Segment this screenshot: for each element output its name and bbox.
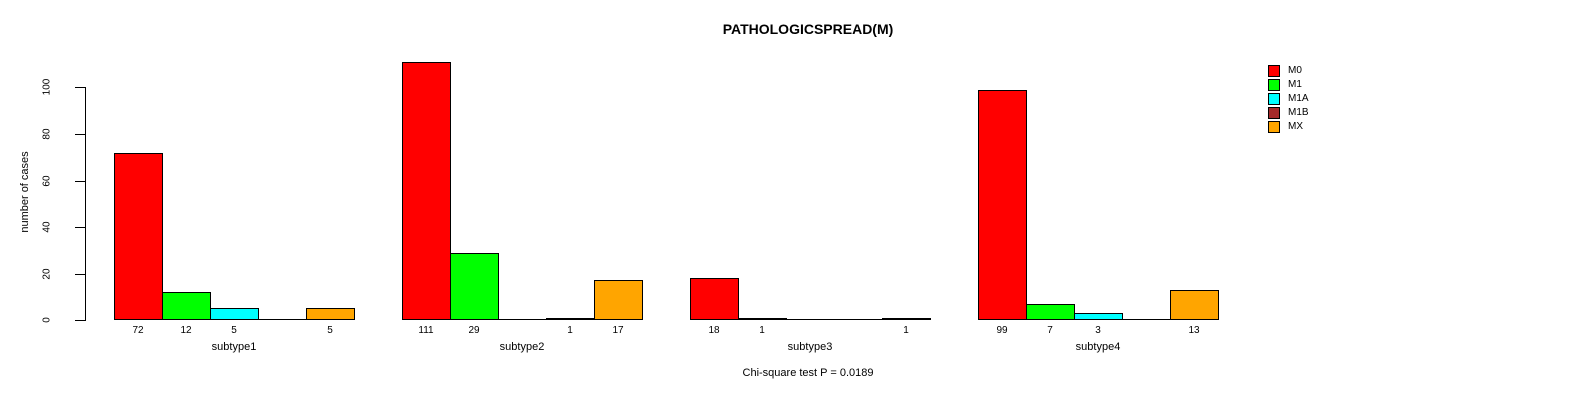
chi-square-annotation: Chi-square test P = 0.0189: [742, 367, 874, 379]
bar-m1-subtype4: [1026, 304, 1075, 320]
bar-value-label: 1: [759, 325, 765, 336]
legend-label-m0: M0: [1288, 65, 1302, 76]
zero-bar-m1a-subtype3: [786, 319, 835, 320]
chart-title: PATHOLOGICSPREAD(M): [722, 21, 894, 37]
zero-bar-m1b-subtype3: [834, 319, 883, 320]
bar-value-label: 7: [1047, 325, 1053, 336]
legend-label-m1b: M1B: [1288, 107, 1309, 118]
y-tick-label: 0: [41, 317, 53, 323]
bar-mx-subtype3: [882, 318, 931, 320]
legend-label-m1: M1: [1288, 79, 1302, 90]
y-axis-line: [85, 87, 86, 321]
bar-m0-subtype3: [690, 278, 739, 320]
y-tick-label: 40: [41, 221, 53, 233]
legend-swatch-mx: [1268, 121, 1280, 133]
zero-bar-m1b-subtype1: [258, 319, 307, 320]
zero-bar-m1b-subtype4: [1122, 319, 1171, 320]
y-tick-label: 20: [41, 268, 53, 280]
bar-m1a-subtype4: [1074, 313, 1123, 320]
bar-mx-subtype1: [306, 308, 355, 320]
bar-value-label: 5: [231, 325, 237, 336]
y-tick-mark: [75, 181, 85, 182]
bar-value-label: 18: [708, 325, 720, 336]
zero-bar-m1a-subtype2: [498, 319, 547, 320]
y-tick-mark: [75, 227, 85, 228]
bar-value-label: 72: [132, 325, 144, 336]
category-label-subtype2: subtype2: [499, 341, 545, 353]
bar-value-label: 12: [180, 325, 192, 336]
bar-value-label: 3: [1095, 325, 1101, 336]
bar-mx-subtype4: [1170, 290, 1219, 320]
bar-m0-subtype4: [978, 90, 1027, 320]
bar-mx-subtype2: [594, 280, 643, 320]
bar-value-label: 29: [468, 325, 480, 336]
legend-swatch-m1: [1268, 79, 1280, 91]
y-axis-label: number of cases: [19, 151, 31, 233]
y-tick-label: 100: [41, 78, 53, 96]
legend-swatch-m0: [1268, 65, 1280, 77]
bar-m1b-subtype2: [546, 318, 595, 320]
bar-value-label: 99: [996, 325, 1008, 336]
y-tick-mark: [75, 134, 85, 135]
y-tick-label: 80: [41, 128, 53, 140]
legend-swatch-m1a: [1268, 93, 1280, 105]
y-tick-mark: [75, 320, 85, 321]
legend-label-m1a: M1A: [1288, 93, 1309, 104]
bar-value-label: 1: [903, 325, 909, 336]
bar-m1-subtype2: [450, 253, 499, 320]
category-label-subtype4: subtype4: [1075, 341, 1121, 353]
y-tick-mark: [75, 274, 85, 275]
bar-value-label: 111: [418, 325, 434, 336]
bar-value-label: 17: [612, 325, 624, 336]
bar-value-label: 5: [327, 325, 333, 336]
y-tick-mark: [75, 87, 85, 88]
legend-swatch-m1b: [1268, 107, 1280, 119]
category-label-subtype1: subtype1: [211, 341, 257, 353]
bar-m1-subtype1: [162, 292, 211, 320]
bar-m1-subtype3: [738, 318, 787, 320]
legend-label-mx: MX: [1288, 121, 1303, 132]
y-tick-label: 60: [41, 175, 53, 187]
bar-m0-subtype1: [114, 153, 163, 320]
bar-m1a-subtype1: [210, 308, 259, 320]
bar-m0-subtype2: [402, 62, 451, 320]
bar-value-label: 1: [567, 325, 573, 336]
bar-value-label: 13: [1188, 325, 1200, 336]
category-label-subtype3: subtype3: [787, 341, 833, 353]
